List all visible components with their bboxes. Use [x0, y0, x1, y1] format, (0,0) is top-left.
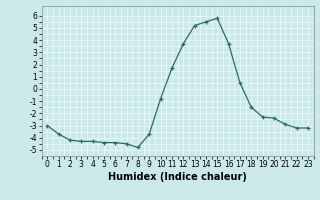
X-axis label: Humidex (Indice chaleur): Humidex (Indice chaleur): [108, 172, 247, 182]
